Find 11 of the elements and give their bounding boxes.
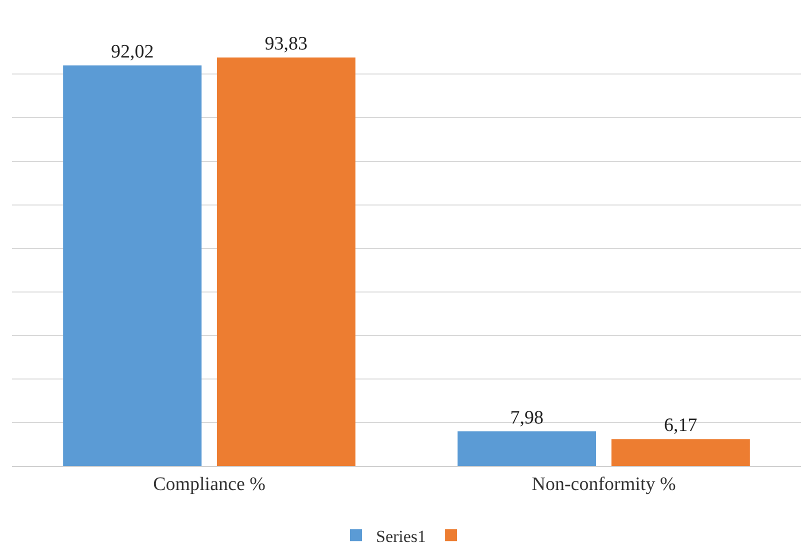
x-tick-label: Non-conformity % [532, 474, 676, 495]
bar [611, 439, 750, 466]
bar [63, 65, 202, 466]
x-tick-label: Compliance % [153, 474, 266, 495]
data-label: 93,83 [264, 34, 308, 54]
bar [458, 431, 596, 466]
data-label: 7,98 [510, 407, 544, 428]
data-label: 92,02 [110, 41, 154, 62]
data-label: 6,17 [664, 415, 698, 436]
legend-label: Series1 [376, 526, 426, 546]
bar [216, 58, 356, 466]
